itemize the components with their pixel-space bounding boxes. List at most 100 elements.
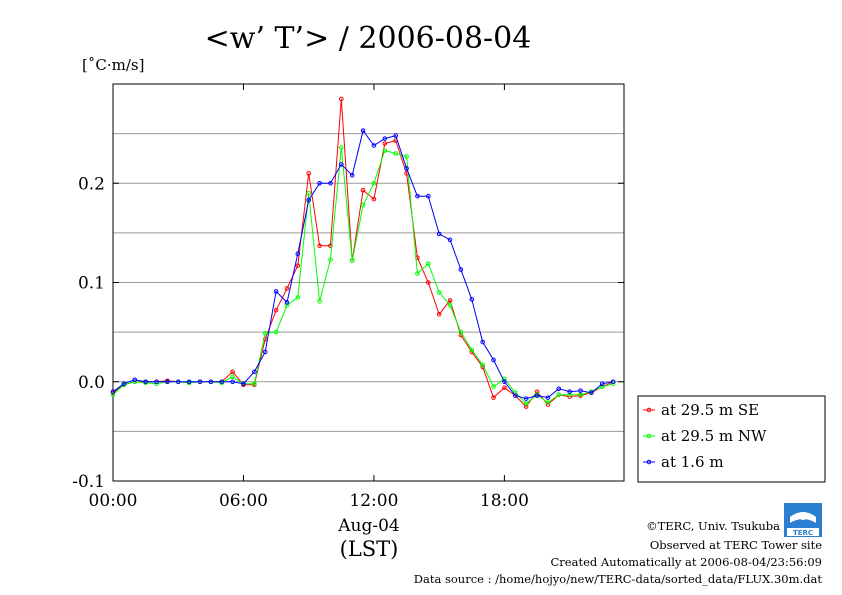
data-point: [230, 379, 235, 385]
data-point: [175, 379, 181, 385]
data-point: [523, 396, 529, 401]
x-axis-date-label: Aug-04: [337, 516, 399, 536]
data-point: [382, 148, 388, 153]
series-line: [112, 147, 614, 405]
data-point: [502, 379, 507, 385]
data-point: [393, 151, 398, 156]
data-point: [567, 389, 572, 394]
data-point: [339, 162, 344, 167]
data-point: [371, 196, 377, 202]
data-point: [382, 141, 388, 146]
x-tick-label: 00:00: [89, 491, 138, 511]
data-point: [317, 243, 322, 249]
data-point: [436, 290, 442, 295]
data-point: [339, 145, 344, 150]
data-point: [610, 379, 616, 385]
series-2: [110, 145, 616, 406]
legend-item: at 1.6 m: [643, 453, 724, 471]
data-point: [262, 349, 268, 355]
data-point: [556, 386, 562, 391]
gridlines: [113, 133, 624, 432]
data-point: [295, 295, 301, 300]
data-point: [295, 263, 301, 268]
legend-marker: [646, 433, 652, 439]
x-tick-label: 18:00: [480, 491, 529, 511]
legend-item: at 29.5 m SE: [643, 401, 759, 419]
data-point: [349, 258, 355, 263]
data-point: [599, 384, 605, 390]
data-point: [545, 400, 551, 405]
data-point: [132, 377, 138, 383]
credit-observed: Observed at TERC Tower site: [650, 538, 822, 552]
data-point: [425, 280, 431, 285]
data-point: [360, 187, 366, 193]
data-point: [360, 202, 366, 208]
data-point: [523, 404, 529, 409]
chart-title: <w’ T’> / 2006-08-04: [205, 21, 532, 56]
data-point: [197, 379, 203, 385]
data-point: [306, 190, 312, 196]
data-point: [523, 401, 529, 406]
legend-label: at 1.6 m: [661, 453, 724, 471]
data-point: [306, 197, 312, 203]
data-point: [469, 347, 475, 353]
data-point: [545, 395, 551, 400]
data-point: [252, 369, 257, 375]
series-line: [112, 98, 614, 408]
x-tick-label: 06:00: [219, 491, 268, 511]
data-point: [491, 357, 496, 363]
data-point: [284, 303, 290, 308]
data-point: [295, 251, 301, 257]
credit-created: Created Automatically at 2006-08-04/23:5…: [551, 555, 823, 569]
terc-logo: TERC: [784, 503, 822, 537]
data-point: [328, 257, 333, 262]
data-point: [110, 392, 116, 397]
series-line: [112, 129, 614, 400]
data-point: [219, 379, 225, 385]
y-tick-label: 0.2: [78, 174, 105, 194]
data-point: [208, 379, 214, 385]
data-point: [154, 379, 159, 385]
legend: at 29.5 m SE at 29.5 m NW at 1.6 m: [637, 395, 826, 483]
legend-box: [637, 395, 826, 483]
svg-text:TERC: TERC: [793, 529, 813, 537]
data-point: [458, 267, 464, 272]
credit-copyright: ©TERC, Univ. Tsukuba: [646, 519, 780, 533]
data-point: [589, 390, 594, 395]
data-point: [262, 330, 268, 336]
data-point: [121, 381, 127, 387]
data-point: [491, 384, 496, 390]
data-point: [339, 96, 344, 102]
data-point: [252, 381, 257, 387]
data-point: [436, 231, 442, 237]
data-point: [502, 385, 507, 391]
data-point: [436, 311, 442, 317]
legend-label: at 29.5 m NW: [661, 427, 767, 445]
y-tick-label: 0.1: [78, 274, 105, 294]
data-point: [306, 171, 312, 176]
data-point: [371, 143, 377, 148]
y-axis-unit: [˚C·m/s]: [82, 56, 144, 74]
data-point: [230, 369, 235, 375]
x-axis-timezone-label: (LST): [340, 537, 399, 561]
data-point: [458, 329, 464, 335]
data-point: [567, 392, 572, 397]
y-tick-label: -0.1: [72, 472, 105, 492]
data-point: [360, 128, 366, 133]
series-layer: [110, 96, 616, 409]
data-point: [393, 133, 398, 138]
data-point: [371, 180, 377, 186]
data-point: [469, 297, 475, 302]
credit-source: Data source : /home/hojyo/new/TERC-data/…: [414, 572, 823, 586]
data-point: [512, 393, 518, 398]
data-point: [186, 379, 192, 385]
data-point: [241, 381, 246, 387]
data-point: [447, 303, 453, 308]
series-1: [110, 96, 616, 409]
data-point: [230, 374, 235, 380]
data-point: [610, 381, 616, 387]
data-point: [110, 389, 116, 394]
data-point: [143, 379, 148, 385]
data-point: [273, 289, 279, 294]
